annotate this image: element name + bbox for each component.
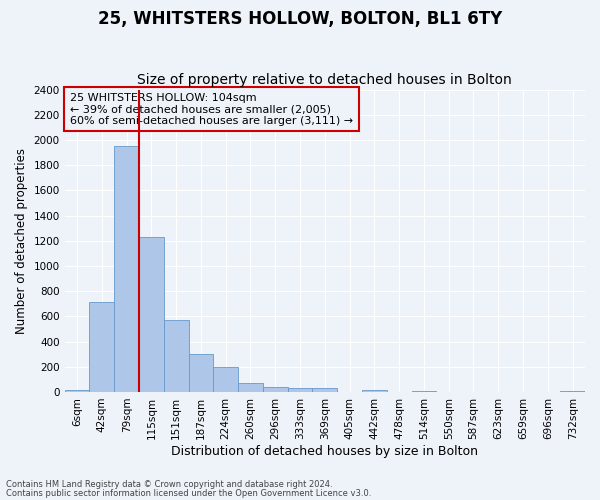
Bar xyxy=(263,387,287,392)
Bar xyxy=(65,390,89,392)
Text: Contains public sector information licensed under the Open Government Licence v3: Contains public sector information licen… xyxy=(6,488,371,498)
Bar xyxy=(214,367,238,392)
Bar xyxy=(287,388,313,392)
Bar xyxy=(313,388,337,392)
Bar xyxy=(412,390,436,392)
X-axis label: Distribution of detached houses by size in Bolton: Distribution of detached houses by size … xyxy=(172,444,478,458)
Text: Contains HM Land Registry data © Crown copyright and database right 2024.: Contains HM Land Registry data © Crown c… xyxy=(6,480,332,489)
Bar xyxy=(560,390,585,392)
Bar xyxy=(164,320,188,392)
Text: 25, WHITSTERS HOLLOW, BOLTON, BL1 6TY: 25, WHITSTERS HOLLOW, BOLTON, BL1 6TY xyxy=(98,10,502,28)
Y-axis label: Number of detached properties: Number of detached properties xyxy=(15,148,28,334)
Bar xyxy=(188,354,214,392)
Bar xyxy=(238,382,263,392)
Bar xyxy=(89,302,114,392)
Bar xyxy=(362,390,387,392)
Bar xyxy=(114,146,139,392)
Text: 25 WHITSTERS HOLLOW: 104sqm
← 39% of detached houses are smaller (2,005)
60% of : 25 WHITSTERS HOLLOW: 104sqm ← 39% of det… xyxy=(70,92,353,126)
Bar xyxy=(139,237,164,392)
Title: Size of property relative to detached houses in Bolton: Size of property relative to detached ho… xyxy=(137,73,512,87)
